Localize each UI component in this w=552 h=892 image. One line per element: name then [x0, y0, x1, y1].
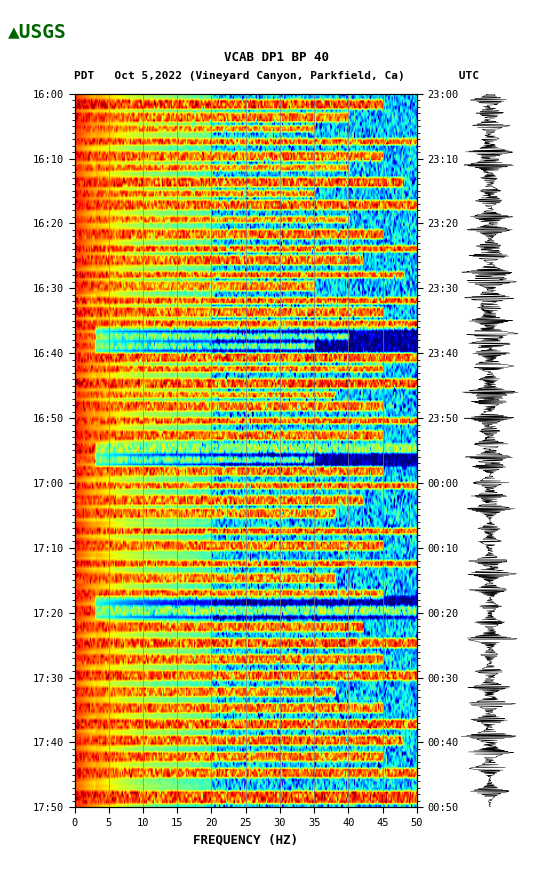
X-axis label: FREQUENCY (HZ): FREQUENCY (HZ)	[193, 833, 298, 847]
Text: PDT   Oct 5,2022 (Vineyard Canyon, Parkfield, Ca)        UTC: PDT Oct 5,2022 (Vineyard Canyon, Parkfie…	[73, 70, 479, 81]
Text: ▲USGS: ▲USGS	[8, 22, 67, 41]
Text: VCAB DP1 BP 40: VCAB DP1 BP 40	[224, 52, 328, 64]
